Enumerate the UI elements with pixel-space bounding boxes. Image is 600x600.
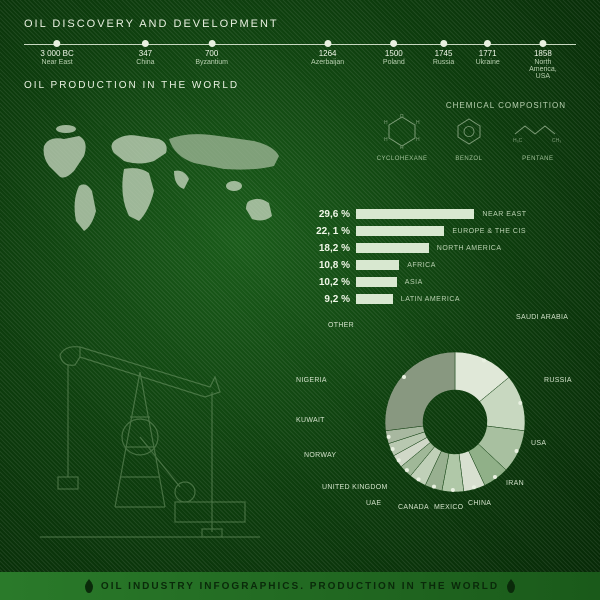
chemical-composition: CHEMICAL COMPOSITION HHHHHH CYCLOHEXANE … [366,101,576,181]
bar-row: 9,2 %LATIN AMERICA [306,292,576,306]
timeline-point: 1858North America, USA [526,40,559,80]
svg-text:H: H [416,120,420,126]
timeline: 3 000 BCNear East 347China 700Byzantium 126… [24,40,576,72]
oil-drop-icon [85,582,93,593]
world-map [24,111,304,251]
svg-text:CH₃: CH₃ [552,138,561,144]
timeline-point: 347China [136,40,154,66]
pumpjack-illustration [20,297,270,557]
svg-text:H: H [400,114,404,119]
bar-row: 22, 1 %EUROPE & THE CIS [306,224,576,238]
svg-text:H: H [416,137,420,143]
timeline-point: 1500Poland [383,40,405,66]
timeline-point: 1771Ukraine [476,40,500,66]
chem-title: CHEMICAL COMPOSITION [366,101,576,110]
production-bars: 29,6 %NEAR EAST 22, 1 %EUROPE & THE CIS 18… [306,207,576,309]
footer-text: OIL INDUSTRY INFOGRAPHICS. PRODUCTION IN… [101,581,499,592]
chem-pentane: H₃CCH₃ PENTANE [510,114,565,162]
svg-text:H: H [400,146,404,149]
chem-cyclohexane: HHHHHH CYCLOHEXANE [377,114,428,162]
footer: OIL INDUSTRY INFOGRAPHICS. PRODUCTION IN… [0,572,600,600]
timeline-point: 700Byzantium [195,40,228,66]
page-title: OIL DISCOVERY AND DEVELOPMENT [24,18,576,30]
svg-text:H: H [384,120,388,126]
timeline-point: 1264Azerbaijan [311,40,344,66]
svg-text:H₃C: H₃C [513,138,523,144]
bar-row: 10,2 %ASIA [306,275,576,289]
header: OIL DISCOVERY AND DEVELOPMENT [0,0,600,30]
oil-drop-icon [507,582,515,593]
bar-row: 29,6 %NEAR EAST [306,207,576,221]
donut-chart [370,337,540,507]
chem-benzol: BENZOL [449,114,489,162]
production-title: OIL PRODUCTION IN THE WORLD [24,80,576,91]
bar-row: 10,8 %AFRICA [306,258,576,272]
svg-text:H: H [384,137,388,143]
timeline-point: 3 000 BCNear East [40,40,73,66]
timeline-point: 1745Russia [433,40,454,66]
bar-row: 18,2 %NORTH AMERICA [306,241,576,255]
